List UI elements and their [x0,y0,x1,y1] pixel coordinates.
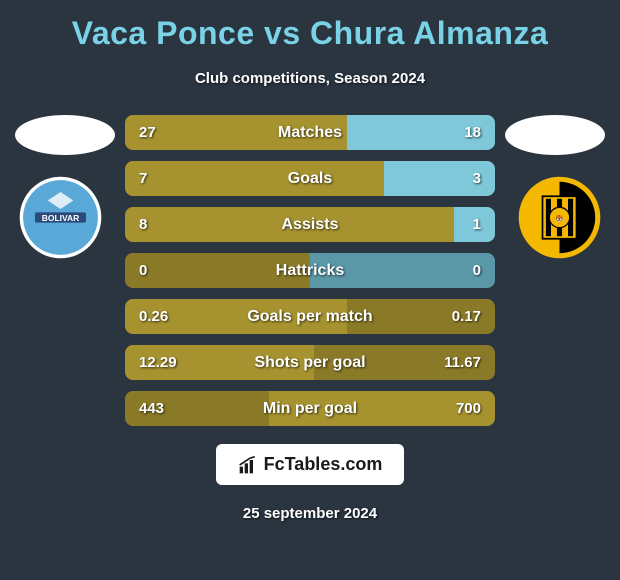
stat-value-right: 700 [456,400,495,417]
stat-value-left: 7 [125,170,147,187]
svg-text:🐯: 🐯 [555,214,564,223]
club-logo-right: 🐯 [517,175,602,260]
stat-value-left: 0 [125,262,147,279]
stat-label: Goals per match [247,308,372,326]
stat-label: Assists [282,216,339,234]
stat-value-left: 8 [125,216,147,233]
stat-value-right: 11.67 [444,354,495,371]
brand-name: FcTables.com [264,454,383,475]
stat-value-right: 18 [464,124,495,141]
player-photo-left [15,115,115,155]
stat-row: 7 Goals 3 [125,161,495,196]
page-title: Vaca Ponce vs Chura Almanza [72,15,549,52]
stat-label: Goals [288,170,332,188]
brand-badge: FcTables.com [216,444,405,485]
stat-row: 0 Hattricks 0 [125,253,495,288]
brand-chart-icon [238,455,258,475]
stat-row: 8 Assists 1 [125,207,495,242]
stat-row: 27 Matches 18 [125,115,495,150]
stat-label: Hattricks [276,262,344,280]
stat-row: 0.26 Goals per match 0.17 [125,299,495,334]
stat-value-left: 443 [125,400,164,417]
stat-value-right: 3 [473,170,495,187]
player-photo-right [505,115,605,155]
stat-label: Matches [278,124,342,142]
svg-text:BOLIVAR: BOLIVAR [42,213,80,223]
stat-row: 12.29 Shots per goal 11.67 [125,345,495,380]
comparison-area: BOLIVAR 27 Matches 18 7 Goals 3 8 Assists 1 0 Hatt… [0,115,620,426]
stat-row: 443 Min per goal 700 [125,391,495,426]
club-logo-left: BOLIVAR [18,175,103,260]
stat-value-left: 12.29 [125,354,177,371]
stat-value-left: 0.26 [125,308,168,325]
date-label: 25 september 2024 [243,505,377,522]
subtitle: Club competitions, Season 2024 [195,70,425,87]
stat-value-right: 0.17 [452,308,495,325]
stat-value-right: 0 [473,262,495,279]
stat-value-right: 1 [473,216,495,233]
stat-label: Shots per goal [254,354,365,372]
stats-bars: 27 Matches 18 7 Goals 3 8 Assists 1 0 Hattricks 0 0.… [125,115,495,426]
stat-value-left: 27 [125,124,156,141]
stat-label: Min per goal [263,400,357,418]
